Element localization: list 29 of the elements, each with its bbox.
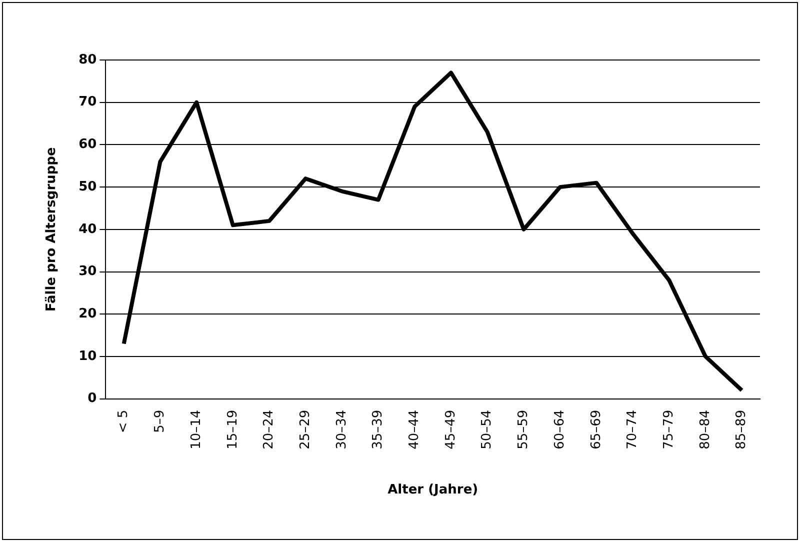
x-tick-label: 75–79 (662, 410, 676, 450)
x-tick-label: 40–44 (407, 410, 422, 450)
x-tick-label: 35–39 (370, 410, 386, 450)
y-tick-label: 10 (78, 348, 97, 364)
y-tick-label: 0 (88, 391, 97, 406)
x-tick-label: 50–54 (480, 410, 495, 450)
y-tick-label: 60 (78, 137, 97, 152)
x-tick-label: 55–59 (516, 410, 532, 450)
x-tick-label: 30–34 (334, 410, 350, 450)
x-tick-label: 20–24 (262, 410, 277, 450)
x-tick-label: 70–74 (625, 410, 640, 450)
y-tick-label: 30 (78, 264, 97, 280)
x-tick-label: 80–84 (698, 410, 713, 450)
x-tick-label: 25–29 (298, 410, 313, 450)
x-tick-label: 10–14 (188, 410, 204, 450)
y-tick-label: 50 (78, 179, 97, 194)
y-tick-label: 40 (78, 222, 97, 237)
x-axis-title: Alter (Jahre) (388, 482, 478, 498)
x-tick-label: 60–64 (552, 410, 568, 450)
y-tick-label: 80 (78, 52, 97, 68)
x-tick-label: 15–19 (225, 410, 240, 450)
x-tick-label: 65–69 (588, 410, 604, 450)
y-axis-title: Fälle pro Altersgruppe (44, 147, 60, 312)
x-tick-label: 85–89 (734, 410, 750, 450)
x-tick-label: < 5 (116, 410, 132, 434)
x-tick-label: 5–9 (152, 410, 168, 433)
y-tick-label: 70 (78, 94, 97, 110)
x-tick-label: 45–49 (443, 410, 458, 450)
y-tick-label: 20 (78, 306, 97, 322)
